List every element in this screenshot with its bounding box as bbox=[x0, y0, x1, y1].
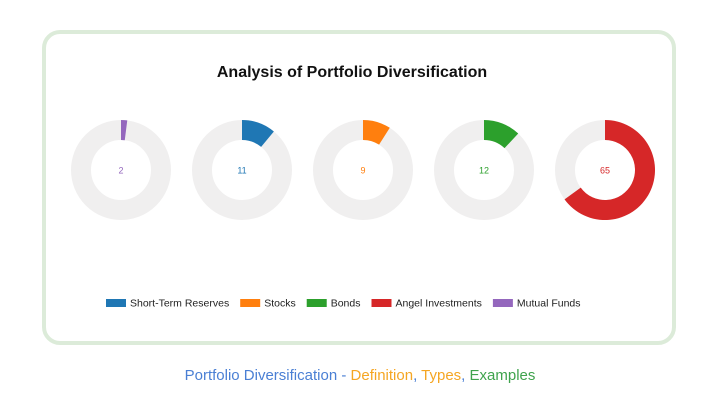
legend-label: Stocks bbox=[264, 297, 296, 309]
caption-part: , bbox=[413, 367, 422, 384]
legend-swatch bbox=[240, 299, 261, 307]
legend-swatch bbox=[492, 299, 513, 307]
legend-label: Mutual Funds bbox=[517, 297, 581, 309]
legend-label: Short-Term Reserves bbox=[130, 297, 229, 309]
caption-part: , bbox=[461, 367, 470, 384]
donut-label: 2 bbox=[118, 165, 123, 175]
donut-segment bbox=[363, 120, 390, 145]
donut-label: 11 bbox=[237, 165, 246, 175]
caption-part: Examples bbox=[469, 367, 536, 384]
legend-swatch bbox=[306, 299, 327, 307]
legend-label: Angel Investments bbox=[396, 297, 482, 309]
chart-title: Analysis of Portfolio Diversification bbox=[217, 64, 487, 81]
donut-segment bbox=[484, 120, 519, 149]
donut-segment bbox=[242, 120, 274, 147]
caption-part: Types bbox=[421, 367, 462, 384]
legend-swatch bbox=[371, 299, 392, 307]
donut-label: 12 bbox=[479, 165, 489, 175]
donut-label: 9 bbox=[360, 165, 365, 175]
donut-segment bbox=[564, 120, 655, 220]
caption-part: - bbox=[337, 367, 351, 384]
donut-segment bbox=[121, 120, 128, 141]
caption: Portfolio Diversification - Definition, … bbox=[0, 367, 720, 384]
caption-part: Portfolio Diversification bbox=[184, 367, 338, 384]
legend-swatch bbox=[106, 299, 126, 307]
caption-part: Definition bbox=[350, 367, 414, 384]
donut-label: 65 bbox=[600, 165, 610, 175]
legend-label: Bonds bbox=[331, 297, 361, 309]
